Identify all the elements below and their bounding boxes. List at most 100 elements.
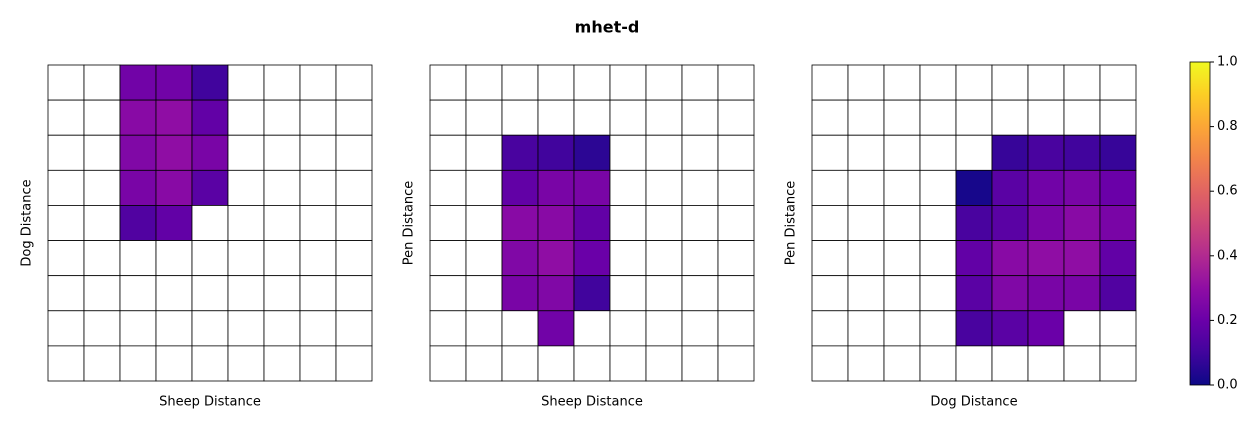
- empty-cell: [1063, 99, 1101, 136]
- empty-cell: [811, 64, 849, 101]
- empty-cell: [717, 64, 755, 101]
- empty-cell: [847, 345, 885, 382]
- heat-cell: [573, 275, 611, 312]
- heat-cell: [991, 240, 1029, 277]
- empty-cell: [919, 205, 957, 241]
- empty-cell: [717, 134, 755, 171]
- empty-cell: [299, 169, 337, 206]
- heat-cell: [573, 205, 611, 241]
- empty-cell: [191, 275, 229, 312]
- heat-cell: [501, 205, 539, 241]
- empty-cell: [645, 345, 683, 382]
- empty-cell: [47, 64, 85, 101]
- empty-cell: [119, 275, 157, 312]
- heat-cell: [537, 205, 575, 241]
- empty-cell: [847, 275, 885, 312]
- empty-cell: [335, 134, 373, 171]
- heat-cell: [1063, 169, 1101, 206]
- empty-cell: [191, 205, 229, 241]
- empty-cell: [609, 275, 647, 312]
- empty-cell: [465, 169, 503, 206]
- heat-cell: [191, 99, 229, 136]
- empty-cell: [681, 169, 719, 206]
- empty-cell: [119, 345, 157, 382]
- heat-cell: [991, 310, 1029, 347]
- empty-cell: [119, 310, 157, 347]
- empty-cell: [299, 134, 337, 171]
- empty-cell: [335, 205, 373, 241]
- empty-cell: [227, 134, 265, 171]
- colorbar-tick-label: 1.0: [1217, 55, 1238, 70]
- empty-cell: [919, 64, 957, 101]
- figure-title: mhet-d: [575, 18, 640, 37]
- empty-cell: [263, 64, 301, 101]
- empty-cell: [645, 240, 683, 277]
- empty-cell: [537, 64, 575, 101]
- heat-cell: [119, 169, 157, 206]
- empty-cell: [847, 64, 885, 101]
- empty-cell: [429, 64, 467, 101]
- empty-cell: [155, 240, 193, 277]
- heat-cell: [501, 275, 539, 312]
- empty-cell: [263, 240, 301, 277]
- heat-cell: [501, 134, 539, 171]
- empty-cell: [191, 345, 229, 382]
- heat-cell: [119, 205, 157, 241]
- empty-cell: [573, 99, 611, 136]
- empty-cell: [47, 240, 85, 277]
- heat-cell: [1027, 134, 1065, 171]
- empty-cell: [429, 310, 467, 347]
- empty-cell: [465, 64, 503, 101]
- heat-cell: [155, 169, 193, 206]
- y-axis-label: Pen Distance: [784, 181, 799, 266]
- empty-cell: [1063, 345, 1101, 382]
- empty-cell: [645, 134, 683, 171]
- empty-cell: [991, 64, 1029, 101]
- empty-cell: [919, 99, 957, 136]
- heat-cell: [1063, 205, 1101, 241]
- empty-cell: [883, 345, 921, 382]
- empty-cell: [645, 275, 683, 312]
- empty-cell: [847, 134, 885, 171]
- empty-cell: [1027, 99, 1065, 136]
- colorbar: [1189, 61, 1211, 386]
- empty-cell: [47, 205, 85, 241]
- empty-cell: [717, 169, 755, 206]
- empty-cell: [501, 345, 539, 382]
- empty-cell: [717, 99, 755, 136]
- empty-cell: [83, 134, 121, 171]
- empty-cell: [83, 240, 121, 277]
- empty-cell: [955, 134, 993, 171]
- empty-cell: [883, 275, 921, 312]
- empty-cell: [83, 345, 121, 382]
- empty-cell: [465, 205, 503, 241]
- empty-cell: [465, 134, 503, 171]
- empty-cell: [1027, 64, 1065, 101]
- empty-cell: [681, 99, 719, 136]
- empty-cell: [645, 64, 683, 101]
- empty-cell: [83, 310, 121, 347]
- heat-cell: [119, 134, 157, 171]
- heat-cell: [1063, 134, 1101, 171]
- heat-cell: [155, 64, 193, 101]
- empty-cell: [645, 205, 683, 241]
- empty-cell: [919, 310, 957, 347]
- empty-cell: [717, 275, 755, 312]
- empty-cell: [465, 99, 503, 136]
- empty-cell: [227, 310, 265, 347]
- empty-cell: [847, 205, 885, 241]
- empty-cell: [1027, 345, 1065, 382]
- empty-cell: [263, 169, 301, 206]
- empty-cell: [83, 169, 121, 206]
- empty-cell: [681, 240, 719, 277]
- empty-cell: [299, 205, 337, 241]
- empty-cell: [227, 64, 265, 101]
- x-axis-label: Sheep Distance: [541, 395, 643, 410]
- heat-cell: [573, 134, 611, 171]
- heat-cell: [191, 64, 229, 101]
- empty-cell: [119, 240, 157, 277]
- empty-cell: [83, 64, 121, 101]
- empty-cell: [955, 99, 993, 136]
- empty-cell: [299, 99, 337, 136]
- empty-cell: [811, 99, 849, 136]
